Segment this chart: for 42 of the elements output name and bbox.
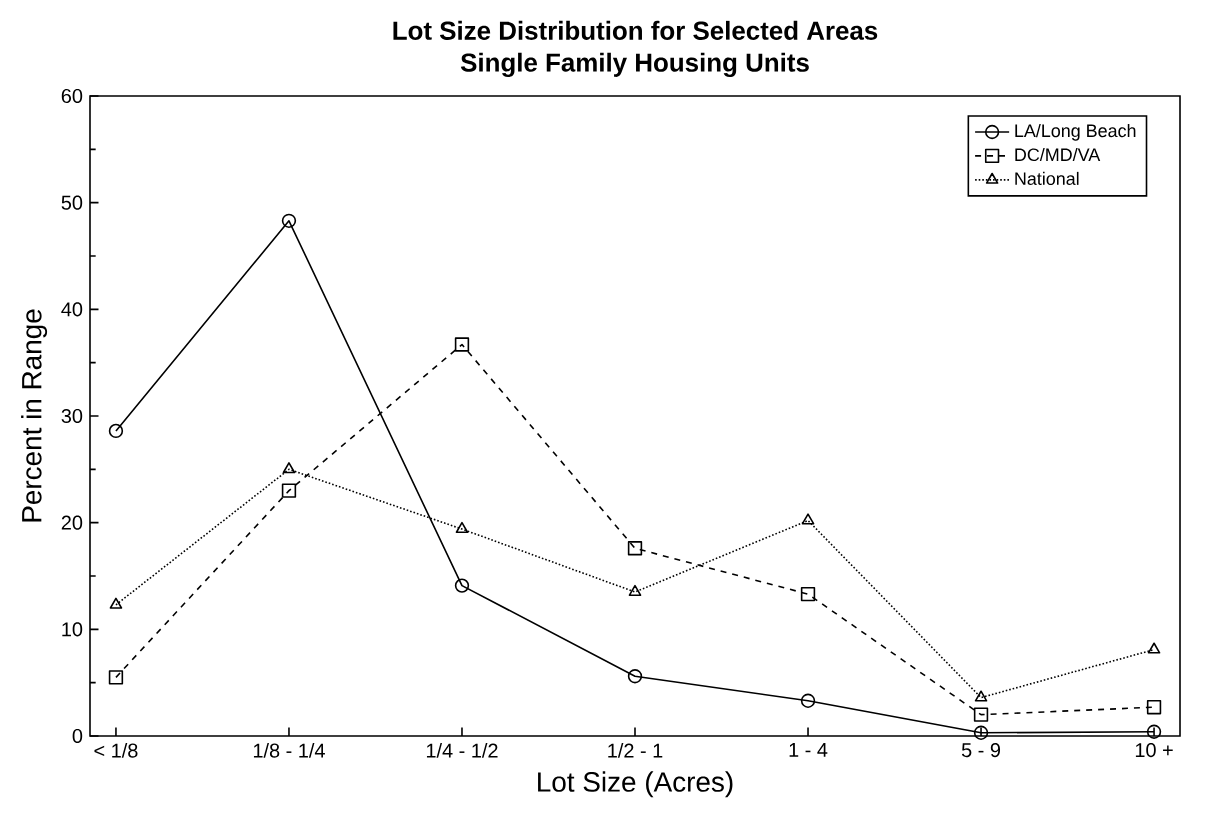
x-tick-label: 5 - 9	[961, 743, 1001, 758]
x-tick-label: 1/8 - 1/4	[253, 743, 325, 758]
point	[454, 337, 470, 352]
point	[1146, 724, 1162, 739]
x-tick-label: < 1/8	[94, 743, 138, 758]
point	[800, 586, 816, 602]
x-tick-label: 1/2 - 1	[608, 743, 663, 758]
y-tick-label: 10	[62, 622, 83, 637]
point	[455, 521, 469, 534]
point	[1146, 700, 1162, 715]
point	[1147, 642, 1161, 654]
point	[281, 483, 297, 498]
chart-title: Lot Size Distribution for Selected Areas	[393, 20, 878, 40]
point	[109, 597, 123, 609]
y-tick-label: 40	[61, 302, 83, 317]
point	[108, 423, 124, 439]
y-tick-label: 20	[61, 515, 83, 530]
x-axis-title: Lot Size (Acres)	[538, 771, 733, 798]
point	[454, 578, 470, 593]
legend-label: DC/MD/VA	[1015, 147, 1101, 162]
point	[628, 584, 642, 596]
point	[801, 513, 815, 525]
x-tick-label: 10 +	[1135, 743, 1173, 758]
x-tick-label: 1/4 - 1/2	[426, 743, 498, 758]
x-tick-label: 1 - 4	[789, 743, 828, 757]
y-axis-title: Percent in Range	[21, 309, 48, 522]
chart-subtitle: Single Family Housing Units	[460, 52, 809, 78]
y-tick-label: 0	[72, 728, 83, 744]
y-tick-label: 50	[61, 195, 83, 210]
point	[281, 213, 297, 228]
y-tick-label: 30	[61, 408, 83, 424]
point	[627, 541, 643, 556]
legend-label: National	[1015, 171, 1079, 186]
point	[973, 707, 989, 722]
point	[973, 725, 989, 740]
point	[627, 669, 643, 684]
point	[974, 690, 988, 702]
y-tick-label: 60	[61, 88, 83, 104]
point	[800, 693, 816, 708]
point	[108, 670, 124, 685]
point	[282, 462, 296, 474]
legend-label: LA/Long Beach	[1015, 123, 1136, 141]
